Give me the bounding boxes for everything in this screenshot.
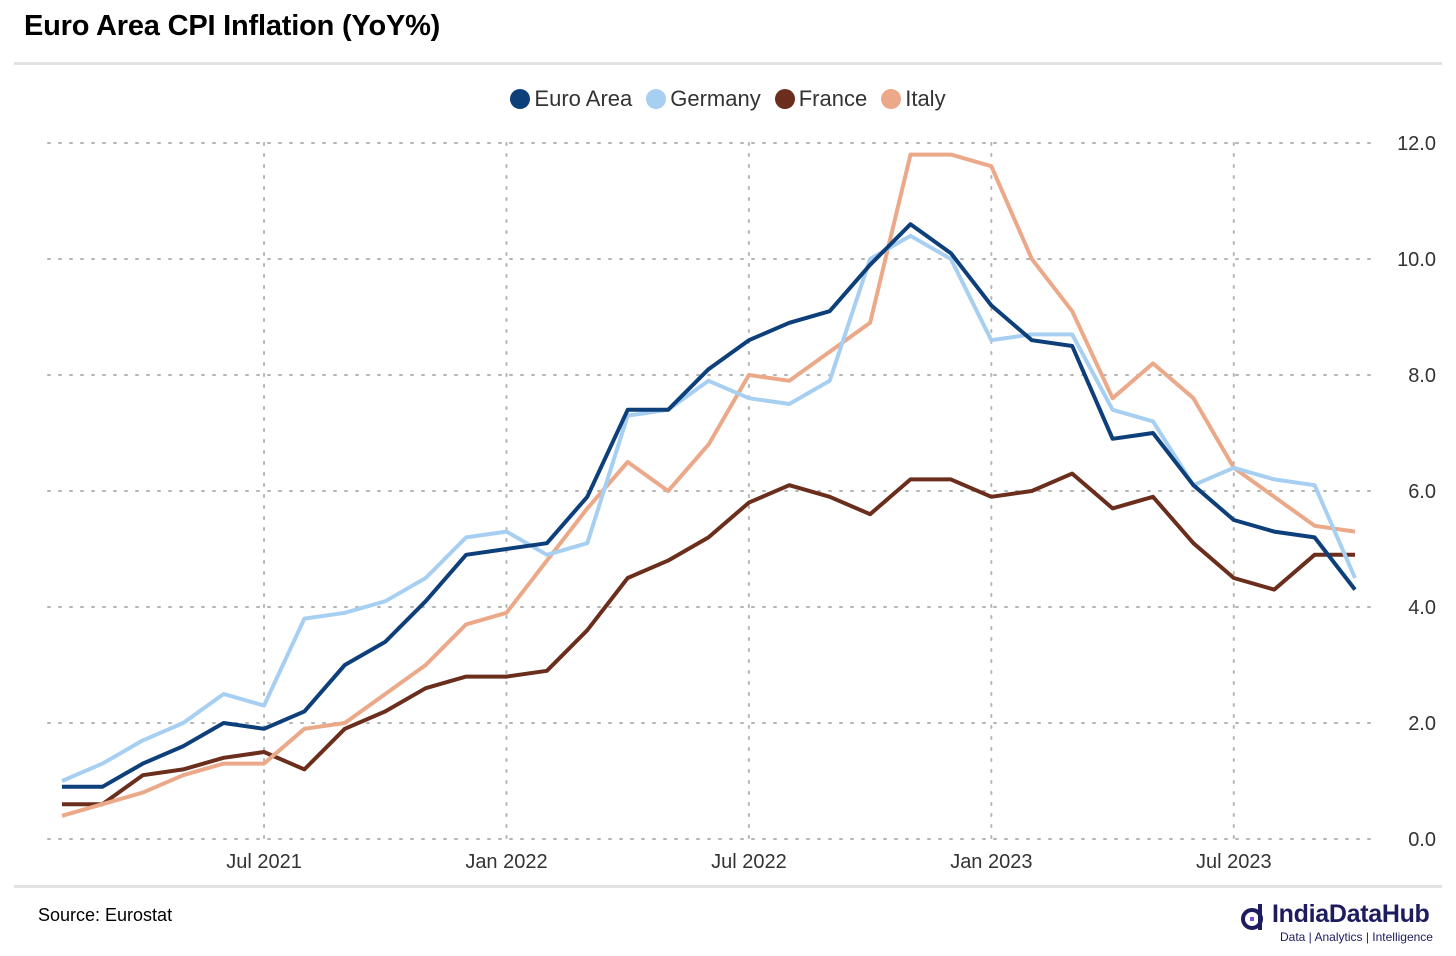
x-axis: Jul 2021 Jan 2022 Jul 2022 Jan 2023 Jul 2023: [226, 851, 1271, 873]
y-tick-label: 10.0: [1397, 249, 1436, 271]
series-line-france: [62, 471, 1355, 807]
grid-layer: [47, 142, 1371, 844]
legend-item: Italy: [881, 86, 946, 112]
y-tick-label: 0.0: [1408, 829, 1436, 851]
y-axis: 0.0 2.0 4.0 6.0 8.0 10.0 12.0: [1397, 133, 1436, 851]
x-tick-label: Jul 2022: [711, 851, 787, 873]
series-line-euro-area: [62, 222, 1357, 789]
legend-label: Italy: [905, 86, 946, 111]
x-tick-label: Jul 2021: [226, 851, 302, 873]
y-tick-label: 12.0: [1397, 133, 1436, 155]
logo-name: IndiaDataHub: [1272, 900, 1430, 928]
x-tick-label: Jan 2023: [950, 851, 1032, 873]
logo-mark-icon: [1241, 904, 1263, 930]
chart-legend: Euro Area Germany France Italy: [0, 86, 1456, 112]
series-line-italy: [61, 152, 1356, 818]
legend-item: Euro Area: [510, 86, 632, 112]
y-tick-label: 6.0: [1408, 481, 1436, 503]
legend-dot-icon: [881, 89, 902, 109]
legend-label: Germany: [670, 86, 761, 111]
series-line-germany: [61, 233, 1357, 783]
legend-label: France: [798, 86, 868, 111]
series-layer: [61, 152, 1357, 818]
bottom-divider: [14, 885, 1442, 888]
legend-dot-icon: [510, 89, 531, 109]
legend-label: Euro Area: [534, 86, 633, 111]
y-tick-label: 4.0: [1408, 597, 1436, 619]
x-tick-label: Jan 2022: [465, 851, 547, 873]
legend-dot-icon: [646, 89, 667, 109]
top-divider: [14, 62, 1442, 65]
x-tick-label: Jul 2023: [1196, 851, 1272, 873]
source-note: Source: Eurostat: [38, 905, 173, 925]
page-title: Euro Area CPI Inflation (YoY%): [24, 10, 441, 42]
logo-tagline: Data | Analytics | Intelligence: [1280, 930, 1433, 944]
y-tick-label: 2.0: [1408, 713, 1436, 735]
brand-logo: IndiaDataHub Data | Analytics | Intellig…: [1240, 900, 1440, 948]
y-tick-label: 8.0: [1408, 365, 1436, 387]
legend-item: France: [774, 86, 868, 112]
legend-item: Germany: [646, 86, 761, 112]
legend-dot-icon: [774, 89, 795, 109]
